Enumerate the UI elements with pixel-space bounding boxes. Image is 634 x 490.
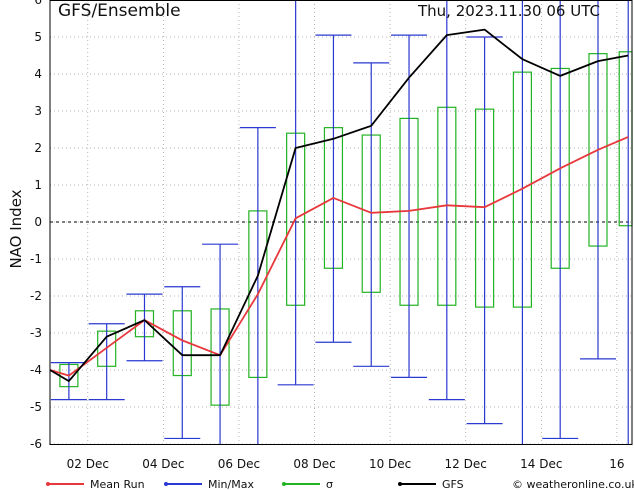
x-tick-label: 12 Dec	[445, 457, 487, 471]
source-credit: © weatheronline.co.uk	[512, 478, 634, 490]
y-tick-label: -3	[30, 326, 42, 340]
legend-mean-run-dot	[46, 482, 50, 486]
x-tick-labels: 02 Dec 04 Dec 06 Dec 08 Dec 10 Dec 12 Dec 14 D…	[67, 457, 625, 471]
y-tick-label: 1	[34, 178, 42, 192]
y-axis-label: NAO Index	[7, 189, 25, 268]
plot-frame	[49, 0, 633, 445]
y-tick-label: 3	[34, 104, 42, 118]
y-tick-label: 0	[34, 215, 42, 229]
legend-minmax-dot	[164, 482, 168, 486]
y-tick-label: 5	[34, 30, 42, 44]
x-tick-label: 06 Dec	[218, 457, 260, 471]
x-tick-label: 02 Dec	[67, 457, 109, 471]
y-tick-label: -2	[30, 289, 42, 303]
y-tick-label: 4	[34, 67, 42, 81]
legend-gfs-label: GFS	[442, 478, 464, 490]
x-tick-label: 04 Dec	[142, 457, 184, 471]
series-line-mean-run	[49, 136, 629, 377]
x-tick-label: 08 Dec	[293, 457, 335, 471]
x-tick-label: 16	[609, 457, 624, 471]
legend: Mean Run Min/Max σ GFS © weatheronline.c…	[46, 478, 634, 490]
legend-sigma-label: σ	[326, 478, 333, 490]
y-tick-label: -1	[30, 252, 42, 266]
x-tick-label: 10 Dec	[369, 457, 411, 471]
y-tick-label: 2	[34, 141, 42, 155]
y-tick-label: -4	[30, 363, 42, 377]
chart-title: GFS/Ensemble	[58, 1, 181, 21]
y-tick-labels: -6 -5 -4 -3 -2 -1 0 1 2 3 4 5 6	[30, 0, 42, 451]
legend-mean-run-label: Mean Run	[90, 478, 145, 490]
legend-gfs-dot	[398, 482, 402, 486]
run-date: Thu, 2023.11.30 06 UTC	[417, 2, 600, 20]
minmax-bars	[50, 0, 629, 444]
legend-sigma-dot	[282, 482, 286, 486]
series-lines	[49, 28, 629, 382]
series-line-gfs	[49, 28, 629, 382]
y-tick-label: -5	[30, 400, 42, 414]
legend-minmax-label: Min/Max	[208, 478, 254, 490]
y-tick-label: 6	[34, 0, 42, 7]
y-tick-label: -6	[30, 437, 42, 451]
x-tick-label: 14 Dec	[520, 457, 562, 471]
